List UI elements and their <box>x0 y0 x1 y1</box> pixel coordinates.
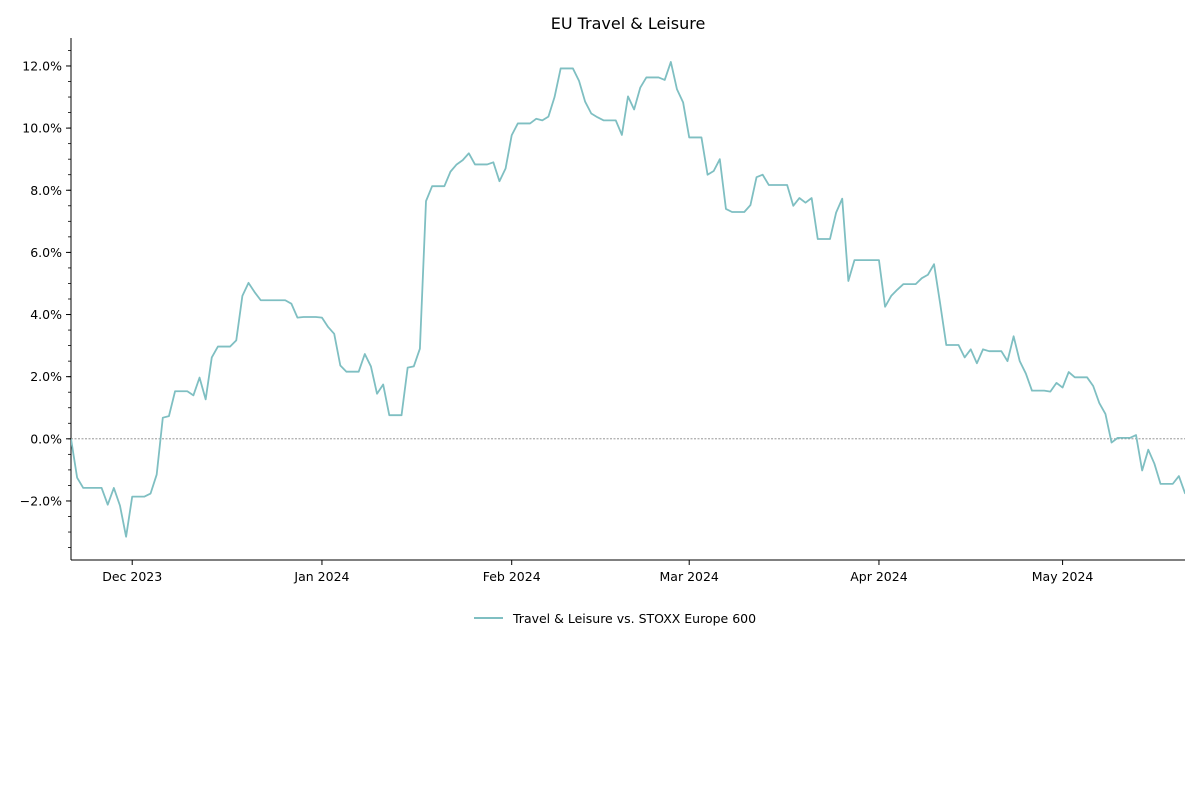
x-tick-label: May 2024 <box>1032 569 1094 584</box>
legend-label: Travel & Leisure vs. STOXX Europe 600 <box>512 611 756 626</box>
x-tick-label: Feb 2024 <box>483 569 541 584</box>
y-tick-label: 2.0% <box>30 369 62 384</box>
x-tick-label: Apr 2024 <box>850 569 907 584</box>
y-tick-label: 0.0% <box>30 431 62 446</box>
x-tick-label: Dec 2023 <box>102 569 162 584</box>
y-tick-label: 8.0% <box>30 183 62 198</box>
plot-area <box>71 61 1185 538</box>
x-tick-label: Mar 2024 <box>660 569 719 584</box>
y-tick-label: −2.0% <box>20 493 62 508</box>
chart-title: EU Travel & Leisure <box>551 14 706 33</box>
y-tick-label: 10.0% <box>22 121 62 136</box>
y-tick-label: 12.0% <box>22 58 62 73</box>
series-line <box>71 61 1185 538</box>
x-tick-label: Jan 2024 <box>293 569 349 584</box>
legend: Travel & Leisure vs. STOXX Europe 600 <box>474 611 756 626</box>
axes: −2.0% 0.0% 2.0% 4.0% 6.0% 8.0% 10.0% 12.0% Dec 2… <box>20 38 1185 584</box>
y-tick-label: 6.0% <box>30 245 62 260</box>
y-tick-label: 4.0% <box>30 307 62 322</box>
